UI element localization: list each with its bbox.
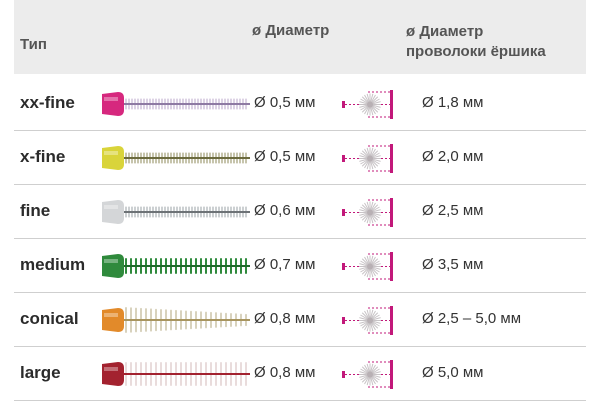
interdental-brush-image <box>102 200 250 224</box>
table-row: x-fine Ø 0,5 мм Ø 2,0 мм <box>14 131 586 185</box>
row-divider <box>14 238 586 239</box>
diameter-value: Ø 0,8 мм <box>254 310 316 327</box>
diameter-gauge-icon <box>342 360 393 389</box>
diameter-gauge-icon <box>342 252 393 281</box>
wire-diameter-value: Ø 3,5 мм <box>422 256 484 273</box>
interdental-brush-image <box>102 307 250 333</box>
column-header-wire-diameter: ø Диаметр проволоки ёршика <box>406 22 546 62</box>
interdental-brush-image <box>102 362 250 386</box>
wire-diameter-value: Ø 2,5 мм <box>422 202 484 219</box>
table-row: medium Ø 0,7 мм Ø 3,5 мм <box>14 239 586 293</box>
diameter-value: Ø 0,6 мм <box>254 202 316 219</box>
brush-type-label: xx-fine <box>20 93 75 112</box>
diameter-value: Ø 0,8 мм <box>254 364 316 381</box>
diameter-gauge-icon <box>342 306 393 335</box>
diameter-value: Ø 0,5 мм <box>254 148 316 165</box>
interdental-brush-image <box>102 254 250 278</box>
wire-diameter-value: Ø 1,8 мм <box>422 94 484 111</box>
diameter-gauge-icon <box>342 198 393 227</box>
column-header-diameter: ø Диаметр <box>252 22 330 39</box>
wire-diameter-value: Ø 2,5 – 5,0 мм <box>422 310 522 327</box>
brush-type-label: large <box>20 363 61 382</box>
wire-diameter-line1: ø Диаметр <box>406 23 484 40</box>
wire-diameter-value: Ø 2,0 мм <box>422 148 484 165</box>
diameter-gauge-icon <box>342 90 393 119</box>
brush-type-label: medium <box>20 255 86 274</box>
brush-type-label: fine <box>20 201 51 220</box>
table-header: Тип ø Диаметр ø Диаметр проволоки ёршика <box>14 0 586 74</box>
table-row: large Ø 0,8 мм Ø 5,0 мм <box>14 347 586 401</box>
diameter-value: Ø 0,5 мм <box>254 94 316 111</box>
row-divider <box>14 292 586 293</box>
interdental-brush-image <box>102 92 250 116</box>
brush-type-label: conical <box>20 309 79 328</box>
row-divider <box>14 400 586 401</box>
brush-type-label: x-fine <box>20 147 66 166</box>
column-header-type: Тип <box>20 36 47 53</box>
wire-diameter-line2: проволоки ёршика <box>406 43 546 60</box>
interdental-brush-image <box>102 146 250 170</box>
wire-diameter-value: Ø 5,0 мм <box>422 364 484 381</box>
diameter-gauge-icon <box>342 144 393 173</box>
table-row: fine Ø 0,6 мм Ø 2,5 мм <box>14 185 586 239</box>
row-divider <box>14 184 586 185</box>
diameter-value: Ø 0,7 мм <box>254 256 316 273</box>
table-row: xx-fine Ø 0,5 мм Ø 1,8 мм <box>14 77 586 131</box>
table-row: conical Ø 0,8 мм Ø 2,5 – 5,0 мм <box>14 293 586 347</box>
row-divider <box>14 130 586 131</box>
row-divider <box>14 346 586 347</box>
